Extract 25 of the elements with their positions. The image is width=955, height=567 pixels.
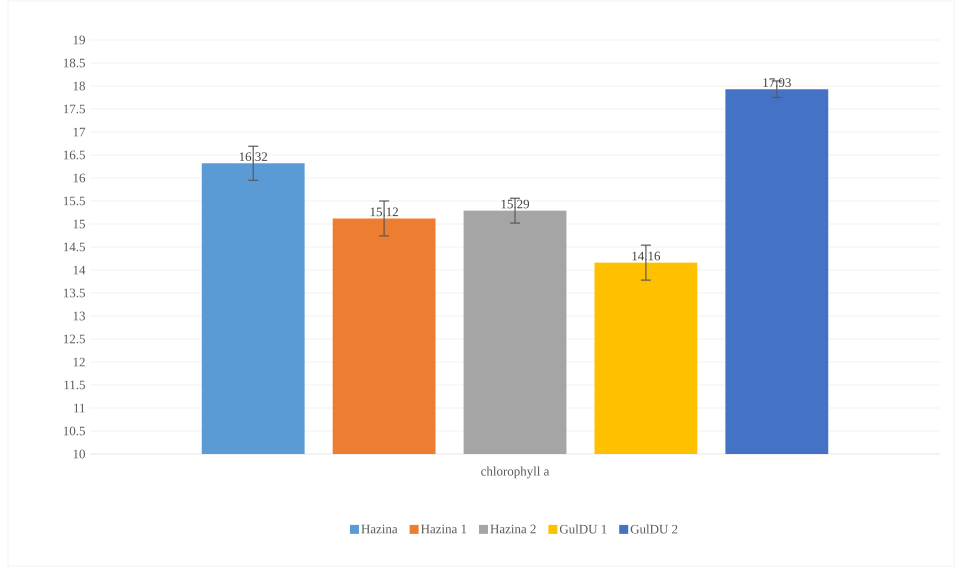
y-tick-label: 14.5 <box>64 242 85 252</box>
y-tick-label: 11.5 <box>64 380 85 390</box>
y-tick-label: 13 <box>74 312 85 320</box>
y-tick-label: 17 <box>74 128 86 136</box>
y-tick-label: 18 <box>74 82 85 90</box>
x-tick-label: chlorophyll a <box>481 466 550 478</box>
legend-label: GulDU 1 <box>560 524 606 534</box>
y-tick-label: 16 <box>74 174 86 182</box>
legend-label: Hazina <box>361 524 398 534</box>
y-tick-label: 12.5 <box>64 334 85 344</box>
y-tick-label: 13.5 <box>64 288 85 298</box>
y-tick-label: 10 <box>74 450 85 458</box>
legend-label: GulDU 2 <box>630 524 678 534</box>
y-tick-label: 17.5 <box>64 104 85 114</box>
y-tick-label: 18.5 <box>64 58 85 68</box>
y-tick-label: 11 <box>74 404 85 412</box>
y-tick-label: 15.5 <box>64 196 85 206</box>
y-tick-label: 12 <box>74 358 85 366</box>
y-tick-label: 19 <box>74 36 85 44</box>
y-tick-label: 10.5 <box>64 426 85 436</box>
legend-label: Hazina 1 <box>421 524 466 534</box>
y-tick-label: 15 <box>74 220 85 228</box>
y-tick-label: 14 <box>74 266 86 274</box>
y-tick-label: 16.5 <box>64 150 85 160</box>
legend-label: Hazina 2 <box>490 524 536 534</box>
